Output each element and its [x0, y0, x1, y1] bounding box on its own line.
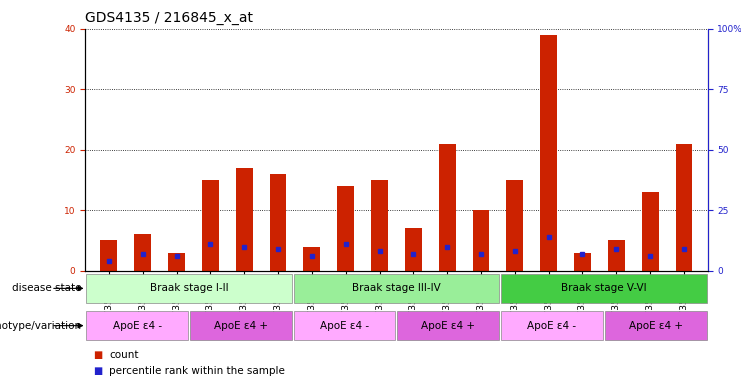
Bar	[473, 210, 490, 271]
Bar	[134, 234, 151, 271]
Text: percentile rank within the sample: percentile rank within the sample	[109, 366, 285, 376]
Bar	[86, 274, 292, 303]
Bar	[540, 35, 557, 271]
Text: ■: ■	[93, 366, 102, 376]
Bar	[605, 311, 707, 340]
Text: ■: ■	[93, 350, 102, 360]
Text: Braak stage III-IV: Braak stage III-IV	[352, 283, 441, 293]
Text: count: count	[109, 350, 139, 360]
Text: genotype/variation: genotype/variation	[0, 321, 82, 331]
Bar	[506, 180, 523, 271]
Bar	[397, 311, 499, 340]
Bar	[439, 144, 456, 271]
Text: Braak stage V-VI: Braak stage V-VI	[561, 283, 647, 293]
Text: ApoE ε4 -: ApoE ε4 -	[528, 321, 576, 331]
Text: ApoE ε4 +: ApoE ε4 +	[629, 321, 682, 331]
Text: ApoE ε4 +: ApoE ε4 +	[214, 321, 268, 331]
Bar	[642, 192, 659, 271]
Bar	[676, 144, 692, 271]
Bar	[293, 311, 396, 340]
Text: ApoE ε4 -: ApoE ε4 -	[113, 321, 162, 331]
Bar	[371, 180, 388, 271]
Text: ApoE ε4 +: ApoE ε4 +	[422, 321, 475, 331]
Bar	[270, 174, 287, 271]
Bar	[293, 274, 499, 303]
Bar	[236, 168, 253, 271]
Bar	[86, 311, 188, 340]
Bar	[337, 186, 354, 271]
Bar	[608, 240, 625, 271]
Bar	[168, 253, 185, 271]
Text: Braak stage I-II: Braak stage I-II	[150, 283, 228, 293]
Bar	[501, 311, 603, 340]
Bar	[405, 228, 422, 271]
Bar	[574, 253, 591, 271]
Bar	[101, 240, 117, 271]
Bar	[202, 180, 219, 271]
Text: ApoE ε4 -: ApoE ε4 -	[320, 321, 369, 331]
Bar	[303, 247, 320, 271]
Bar	[501, 274, 707, 303]
Text: GDS4135 / 216845_x_at: GDS4135 / 216845_x_at	[85, 11, 253, 25]
Text: disease state: disease state	[12, 283, 82, 293]
Bar	[190, 311, 292, 340]
